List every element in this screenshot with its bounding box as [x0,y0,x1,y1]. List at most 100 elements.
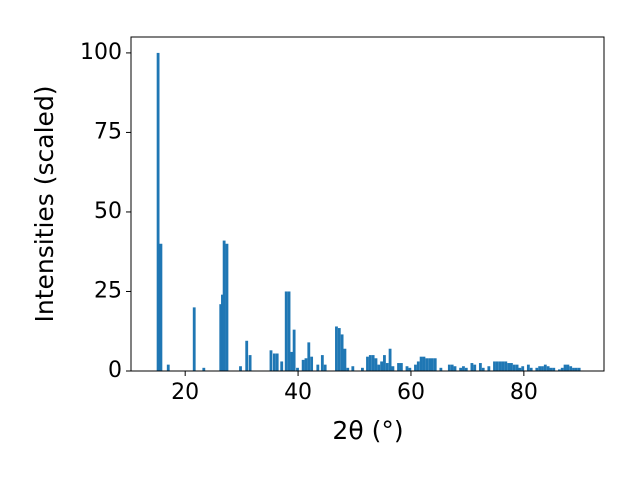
bar [510,363,513,371]
bar [428,358,431,371]
bar [383,355,386,371]
bar [290,351,294,371]
bar [391,366,395,371]
bar [462,366,465,371]
bar [323,364,327,371]
bar [361,367,364,371]
bar [287,291,291,371]
bar [572,367,575,371]
bar [337,328,341,371]
bar [447,364,451,371]
bar [515,364,519,371]
bar [521,366,525,371]
bar [310,356,314,371]
bar [464,367,468,371]
bar [225,243,229,371]
bar [307,342,311,371]
bar [498,361,502,371]
bar [543,364,547,371]
bar [425,358,429,371]
bar [221,294,224,371]
bar [156,52,160,372]
bar [408,367,412,371]
bar [470,363,474,371]
bar [529,367,533,371]
bar [284,291,288,371]
bar [166,364,170,371]
bar [433,358,437,371]
bar [159,243,163,371]
bar [292,329,296,371]
bar [296,367,299,371]
bar [351,366,355,371]
bar [269,350,273,371]
bar [219,304,223,371]
bar [222,240,226,371]
bar [416,361,420,371]
bar [377,364,381,371]
bar [301,359,305,371]
bar [512,364,516,371]
bar [563,364,567,371]
x-tick-label: 60 [397,380,425,405]
bar [552,367,556,371]
bar [538,366,542,371]
bar [577,367,581,371]
bar [397,363,400,371]
bar [280,361,284,371]
x-tick-label: 40 [284,380,312,405]
bar [414,364,417,371]
bar [374,358,378,371]
y-tick-label: 0 [108,358,122,383]
bar [422,356,426,371]
plot-frame [130,36,605,372]
bar [557,369,561,371]
bar [304,358,308,371]
bar [459,367,463,371]
y-axis-label: Intensities (scaled) [30,85,59,322]
bar [388,348,392,371]
bar [192,307,196,371]
bar [569,366,573,371]
bar [526,364,530,371]
x-tick-label: 80 [510,380,538,405]
bar [239,366,242,371]
bar [202,367,206,371]
bar [399,363,403,371]
bar [501,361,505,371]
bar [495,361,499,371]
bar [546,366,550,371]
bar [335,326,338,371]
bar [385,363,389,371]
bar [320,355,324,371]
y-tick-label: 100 [80,40,122,65]
bar [272,353,276,371]
bar [366,356,369,371]
bar [478,363,482,371]
bar [507,363,511,371]
bar [549,367,553,371]
bar [405,366,409,371]
bar [560,367,564,371]
bar [487,366,491,371]
y-tick-label: 25 [94,278,122,303]
x-axis-label: 2θ (°) [332,416,403,445]
bar [518,367,522,371]
bar [566,364,570,371]
bar [439,367,443,371]
bar [493,361,496,371]
bar [368,355,372,371]
bar [453,366,457,371]
y-tick-label: 50 [94,199,122,224]
bar [248,355,252,371]
bar [316,364,320,371]
bar [346,367,350,371]
bar [371,355,375,371]
bar [245,340,249,371]
bar [541,366,544,371]
bar [275,353,279,371]
bar [419,356,423,371]
x-tick-label: 20 [171,380,199,405]
bar [450,364,454,371]
